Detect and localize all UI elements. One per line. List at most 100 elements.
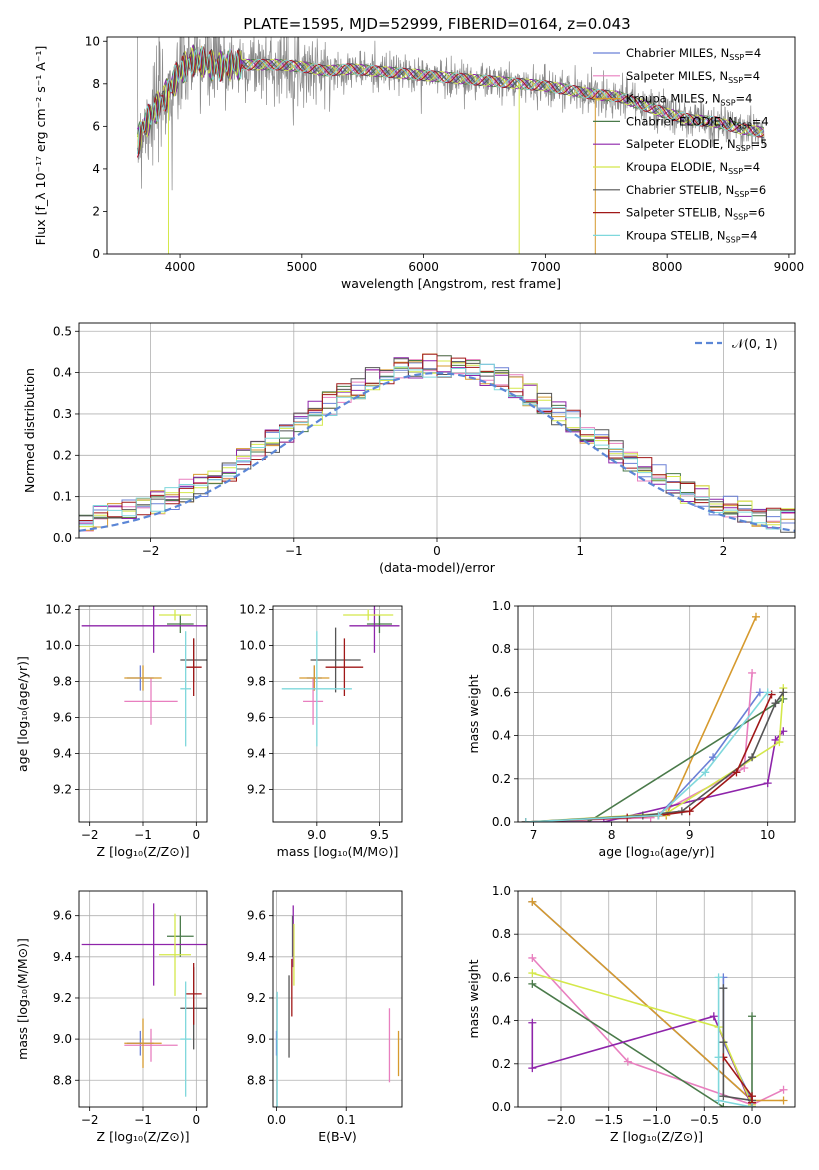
x-axis-label: wavelength [Angstrom, rest frame] xyxy=(341,276,561,291)
y-tick-label: 0.6 xyxy=(492,685,511,699)
y-tick-label: 0.0 xyxy=(53,531,72,545)
x-axis-label: (data-model)/error xyxy=(379,560,496,575)
axes-frame xyxy=(78,605,208,823)
y-axis-label: age [log₁₀(age/yr)] xyxy=(15,656,30,772)
weight-marker xyxy=(771,699,780,708)
panel-ebv-mass: 0.0 0.1 8.8 9.0 9.2 9.4 9.6 E(B-V) xyxy=(247,890,403,1144)
weight-series-line xyxy=(525,730,784,822)
y-tick-label: 0.6 xyxy=(492,970,511,984)
plot-area-z-mass xyxy=(81,903,207,1097)
y-tick-label: 0 xyxy=(92,247,100,261)
panel-residuals: −2 −1 0 1 2 0.0 0.1 0.2 0.3 0.4 0.5 (data-model)/er… xyxy=(22,322,796,575)
weight-series-line xyxy=(525,616,757,822)
y-tick-label: 0.4 xyxy=(492,1014,511,1028)
x-tick-label: 1 xyxy=(576,544,584,558)
weight-marker xyxy=(751,612,760,621)
panel-spectrum: 4000 5000 6000 7000 8000 9000 0 2 4 6 8 10 wavelengt… xyxy=(33,34,804,291)
weight-series-line xyxy=(531,983,753,1107)
legend-label: Salpeter STELIB, NSSP=6 xyxy=(626,206,765,222)
y-tick-label: 0.8 xyxy=(492,642,511,656)
axes-frame xyxy=(78,890,208,1108)
errorbar-point xyxy=(124,678,178,725)
y-axis-label: mass weight xyxy=(466,959,481,1038)
weight-series-line xyxy=(525,694,773,822)
weight-series-line xyxy=(525,672,753,822)
weight-marker xyxy=(755,688,764,697)
weight-marker xyxy=(528,897,537,906)
y-tick-label: 8.8 xyxy=(247,1073,266,1087)
y-tick-label: 9.2 xyxy=(53,783,72,797)
errorbar-point xyxy=(167,915,194,957)
x-tick-label: −2 xyxy=(142,544,160,558)
y-tick-label: 6 xyxy=(92,119,100,133)
weight-marker xyxy=(748,668,757,677)
residual-histogram xyxy=(79,353,795,521)
weight-series-line xyxy=(525,691,761,822)
x-tick-label: 9 xyxy=(686,828,694,842)
x-axis-label: mass [log₁₀(M/M⊙)] xyxy=(277,844,399,859)
x-tick-label: 0 xyxy=(193,828,201,842)
y-tick-label: 10.0 xyxy=(45,639,72,653)
weight-marker xyxy=(719,1103,728,1107)
spectrum-legend: Chabrier MILES, NSSP=4 Salpeter MILES, NS… xyxy=(593,46,769,244)
weight-series-line xyxy=(525,691,769,822)
panel-mass-age: 9.0 9.5 9.2 9.4 9.6 9.8 10.0 10.2 mass [log₁₀(M/… xyxy=(239,603,403,859)
y-tick-label: 0.2 xyxy=(492,772,511,786)
y-tick-label: 1.0 xyxy=(492,599,511,613)
x-tick-label: 0 xyxy=(433,544,441,558)
y-tick-label: 9.4 xyxy=(247,950,266,964)
legend-label: Salpeter MILES, NSSP=4 xyxy=(626,69,760,85)
weight-series-line xyxy=(531,901,784,1102)
legend-label: Salpeter ELODIE, NSSP=5 xyxy=(626,137,768,153)
errorbar-point xyxy=(281,631,352,747)
y-tick-label: 0.4 xyxy=(53,366,72,380)
x-tick-label: 9.5 xyxy=(370,828,389,842)
y-tick-label: 8.8 xyxy=(53,1073,72,1087)
figure-title: PLATE=1595, MJD=52999, FIBERID=0164, z=0… xyxy=(243,15,630,33)
x-tick-label: −1.0 xyxy=(642,1113,671,1127)
weight-marker xyxy=(528,969,537,978)
y-axis-label: Normed distribution xyxy=(22,368,37,493)
axes-frame xyxy=(272,605,403,823)
x-tick-label: 7 xyxy=(530,828,538,842)
y-axis-label: mass [log₁₀(M/M⊙)] xyxy=(15,938,30,1060)
x-tick-label: −1 xyxy=(285,544,303,558)
y-tick-label: 9.0 xyxy=(247,1032,266,1046)
y-tick-label: 0.5 xyxy=(53,324,72,338)
y-tick-label: 0.4 xyxy=(492,729,511,743)
x-axis-label: Z [log₁₀(Z/Z⊙)] xyxy=(610,1129,703,1144)
legend-label: 𝒩(0, 1) xyxy=(732,336,778,351)
y-tick-label: 9.8 xyxy=(53,675,72,689)
errorbar-point xyxy=(310,627,361,693)
panel-z-weight: −2.0 −1.5 −1.0 −0.5 0.0 0.0 0.2 0.4 0.6 0.8 1.0 Z [… xyxy=(466,884,796,1144)
x-tick-label: 0.1 xyxy=(337,1113,356,1127)
x-tick-label: 7000 xyxy=(530,260,561,274)
x-tick-label: 10 xyxy=(760,828,775,842)
weight-marker xyxy=(779,1085,788,1094)
model-spectrum-line xyxy=(136,45,765,154)
legend-label: Kroupa STELIB, NSSP=4 xyxy=(626,228,757,244)
weight-marker xyxy=(528,1064,537,1073)
weight-marker xyxy=(748,753,757,762)
axes-frame xyxy=(78,322,796,539)
panel-age-weight: 7 8 9 10 0.0 0.2 0.4 0.6 0.8 1.0 age [log₁₀(age/yr… xyxy=(466,599,796,859)
y-tick-label: 8 xyxy=(92,77,100,91)
y-tick-label: 4 xyxy=(92,162,100,176)
legend-label: Chabrier MILES, NSSP=4 xyxy=(626,46,761,62)
weight-marker xyxy=(779,688,788,697)
residual-histogram xyxy=(79,363,795,530)
y-tick-label: 0.2 xyxy=(53,448,72,462)
model-spectrum-line xyxy=(136,43,764,138)
weight-marker xyxy=(775,738,784,747)
x-tick-label: 4000 xyxy=(165,260,196,274)
axes-frame xyxy=(517,605,796,823)
errorbar-point xyxy=(159,609,191,621)
weight-marker xyxy=(714,973,723,982)
y-tick-label: 10 xyxy=(85,34,100,48)
plot-area-ebv-mass xyxy=(275,905,400,1107)
y-tick-label: 0.1 xyxy=(53,490,72,504)
errorbar-point xyxy=(366,615,392,633)
weight-marker xyxy=(719,1038,728,1047)
weight-marker xyxy=(779,1096,788,1105)
y-tick-label: 9.6 xyxy=(247,711,266,725)
